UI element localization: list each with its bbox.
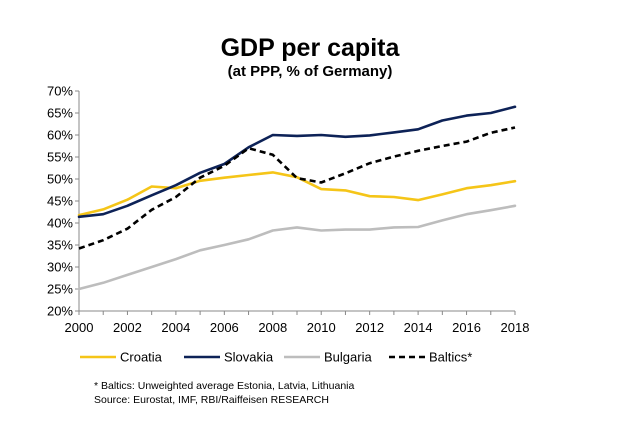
y-tick-label: 65%: [47, 106, 73, 121]
y-tick-label: 50%: [47, 172, 73, 187]
x-tick-label: 2006: [210, 320, 239, 335]
x-tick-label: 2012: [355, 320, 384, 335]
legend: Croatia Slovakia Bulgaria Baltics*: [80, 350, 472, 365]
series-line-baltics: [78, 126, 516, 250]
y-tick-label: 55%: [47, 150, 73, 165]
y-tick-label: 70%: [47, 84, 73, 99]
x-tick-label: 2008: [258, 320, 287, 335]
legend-label: Bulgaria: [324, 350, 372, 365]
legend-label: Baltics*: [429, 350, 472, 365]
x-tick-label: 2010: [307, 320, 336, 335]
series-lines: [77, 105, 517, 291]
y-tick-label: 35%: [47, 238, 73, 253]
x-tick-label: 2014: [404, 320, 433, 335]
x-tick-label: 2018: [501, 320, 530, 335]
chart-title: GDP per capita: [221, 34, 401, 62]
y-tick-label: 60%: [47, 128, 73, 143]
axes: 20% 25% 30% 35% 40% 45% 50% 55% 60% 65% 70% 2000 200…: [47, 84, 529, 336]
series-line-slovakia: [77, 105, 517, 219]
y-tick-label: 45%: [47, 194, 73, 209]
x-tick-label: 2004: [161, 320, 190, 335]
series-line-bulgaria: [77, 204, 517, 291]
y-tick-label: 25%: [47, 282, 73, 297]
x-tick-label: 2002: [113, 320, 142, 335]
legend-label: Slovakia: [224, 350, 274, 365]
y-tick-label: 40%: [47, 216, 73, 231]
footnote-source: Source: Eurostat, IMF, RBI/Raiffeisen RE…: [94, 394, 329, 406]
x-tick-label: 2000: [65, 320, 94, 335]
legend-label: Croatia: [120, 350, 163, 365]
x-tick-label: 2016: [452, 320, 481, 335]
footnote-baltics: * Baltics: Unweighted average Estonia, L…: [94, 380, 354, 392]
y-tick-label: 20%: [47, 304, 73, 319]
y-tick-label: 30%: [47, 260, 73, 275]
chart-subtitle: (at PPP, % of Germany): [228, 63, 393, 80]
series-line-croatia: [77, 171, 517, 217]
